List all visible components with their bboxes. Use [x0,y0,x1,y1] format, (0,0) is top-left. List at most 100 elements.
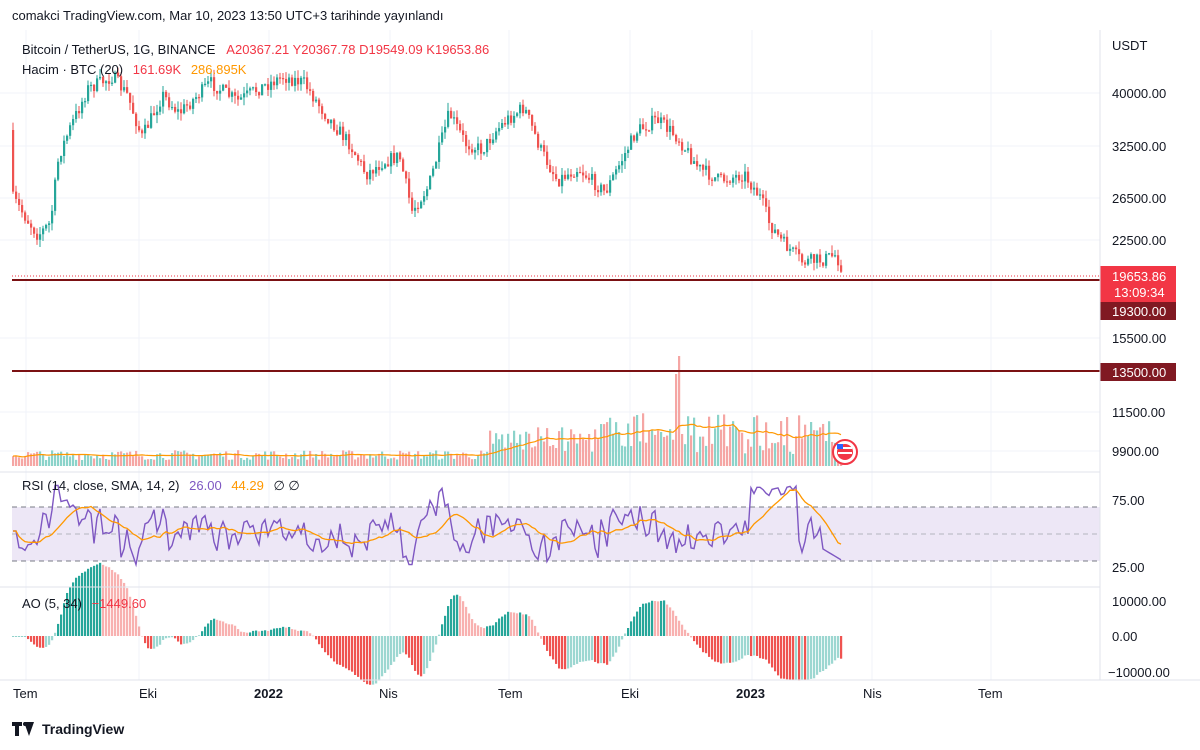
volume-bar [114,454,117,466]
candle-body [426,189,429,197]
volume-bar [375,456,378,466]
ao-bar [711,636,714,660]
candle-body [801,254,804,263]
volume-bar [459,455,462,466]
svg-text:Hacim · BTC (20) 161.69K: Hacim · BTC (20) 161.69K 286.895K [22,62,247,77]
ao-bar [588,636,591,661]
volume-bar [495,433,498,466]
volume-bar [414,453,417,466]
ao-bar [93,565,96,636]
ao-bar [744,636,747,656]
ao-bar [297,630,300,636]
volume-bar [291,457,294,466]
candle-body [621,161,624,166]
candle-body [828,253,831,255]
ao-bar [615,636,618,653]
ao-bar [69,586,72,636]
ao-bar [645,603,648,636]
ao-bar [528,616,531,636]
volume-bar [315,453,318,466]
price-tick: 15500.00 [1112,331,1166,346]
candle-body [360,160,363,162]
ao-bar [15,636,18,637]
candle-body [294,77,297,86]
volume-bar [294,453,297,466]
candle-body [315,99,318,102]
us-flag-icon[interactable] [832,439,858,465]
candle-body [435,161,438,169]
candle-body [648,130,651,132]
ao-bar [156,636,159,647]
volume-bar [528,433,531,466]
volume-bar [453,458,456,466]
candle-body [753,187,756,190]
candle-body [639,124,642,134]
ao-bar [570,636,573,668]
ao-bar [663,600,666,636]
volume-bar [240,457,243,466]
volume-bar [366,458,369,466]
volume-bar [345,451,348,466]
ao-bar [537,632,540,636]
candle-body [564,174,567,179]
volume-bar [168,459,171,466]
candle-body [231,92,234,97]
ao-bar [507,611,510,636]
ao-bar [240,631,243,636]
volume-bar [777,442,780,466]
candle-body [249,88,252,91]
ao-bar [498,618,501,636]
ao-bar [360,636,363,681]
volume-bar [303,450,306,466]
ao-bar [840,636,843,659]
volume-bar [702,436,705,466]
candle-body [108,81,111,84]
ao-bar [231,624,234,636]
ao-bar [687,632,690,636]
ao-bar [597,636,600,664]
candle-body [378,166,381,170]
volume-bar [582,438,585,466]
candle-body [171,106,174,109]
candle-body [276,77,279,86]
volume-bar [228,459,231,466]
grid-lines [0,30,1100,680]
candle-body [582,172,585,176]
ao-bar [255,630,258,636]
ao-bar [468,613,471,636]
volume-bar [660,432,663,466]
legend-ohlc: A20367.21 Y20367.78 D19549.09 K19653.86 [226,42,489,57]
support-label-13500[interactable]: 13500.00 [1100,363,1176,381]
candle-body [783,236,786,239]
volume-bar [762,450,765,466]
last-price-label-bg [1100,266,1176,302]
volume-bar [441,458,444,466]
last-price-label[interactable]: 19653.86 13:09:34 [1100,266,1176,302]
volume-bar [261,455,264,466]
ao-bar [795,636,798,680]
ao-bar [837,636,840,658]
candle-body [414,207,417,211]
volume-bar [165,459,168,466]
ao-bar [33,636,36,645]
ao-bar [486,626,489,636]
ao-bar [261,630,264,636]
candle-body [450,110,453,119]
svg-text:Bitcoin / TetherUS, 1G, BINANC: Bitcoin / TetherUS, 1G, BINANCE A20367.2… [22,42,489,57]
ao-bar [447,606,450,636]
ao-bar [390,636,393,665]
ao-bar [825,636,828,669]
volume-bar [492,443,495,466]
ao-bar [279,627,282,636]
candle-body [216,90,219,94]
candle-body [459,123,462,131]
volume-bar [744,453,747,466]
ao-bar [207,623,210,636]
price-tick: 26500.00 [1112,191,1166,206]
volume-bar [720,429,723,466]
support-label-19300[interactable]: 19300.00 [1100,302,1176,320]
ao-bar [435,636,438,645]
candle-body [528,109,531,115]
published-header: comakci TradingView.com, Mar 10, 2023 13… [12,8,444,23]
